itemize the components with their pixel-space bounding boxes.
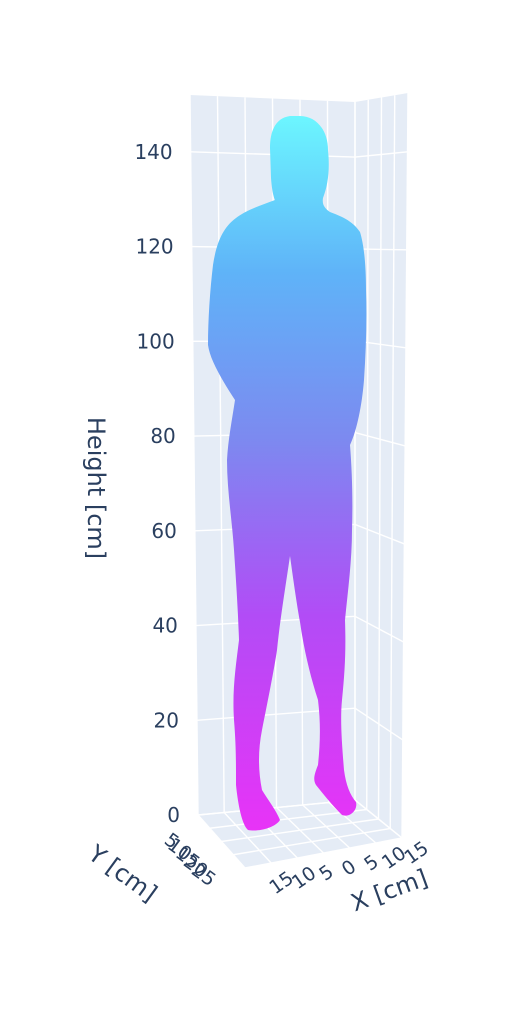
body-silhouette	[208, 116, 367, 831]
y-grid-line	[366, 99, 369, 810]
z-tick-label: 140	[134, 140, 172, 164]
x-grid-line	[189, 94, 199, 816]
y-grid-line	[389, 95, 396, 829]
z-axis-title: Height [cm]	[82, 417, 110, 559]
z-tick-label: 20	[153, 708, 178, 732]
z-tick-label: 120	[135, 235, 173, 259]
y-grid-line	[401, 92, 409, 839]
x-grid-line	[216, 96, 225, 813]
x-tick-label: 0	[338, 856, 361, 881]
y-axis-title: Y [cm]	[82, 839, 162, 908]
floor-grid-line	[233, 827, 391, 856]
z-tick-label: 60	[151, 519, 176, 543]
floor-grid-line	[244, 837, 403, 869]
human-body-pointcloud	[208, 116, 367, 831]
y-grid-line	[377, 97, 383, 820]
z-tick-label: 0	[167, 803, 180, 827]
z-tick-label: 100	[137, 329, 175, 353]
x-tick-label: 5	[315, 861, 338, 886]
z-axis-ticks: 0 20 40 60 80 100 120 140	[134, 140, 180, 827]
z-tick-label: 80	[150, 424, 175, 448]
x-tick-label: 15	[400, 837, 432, 869]
z-tick-label: 40	[152, 614, 177, 638]
floor-grid-line	[197, 799, 356, 816]
floor-grid-line	[221, 818, 379, 843]
